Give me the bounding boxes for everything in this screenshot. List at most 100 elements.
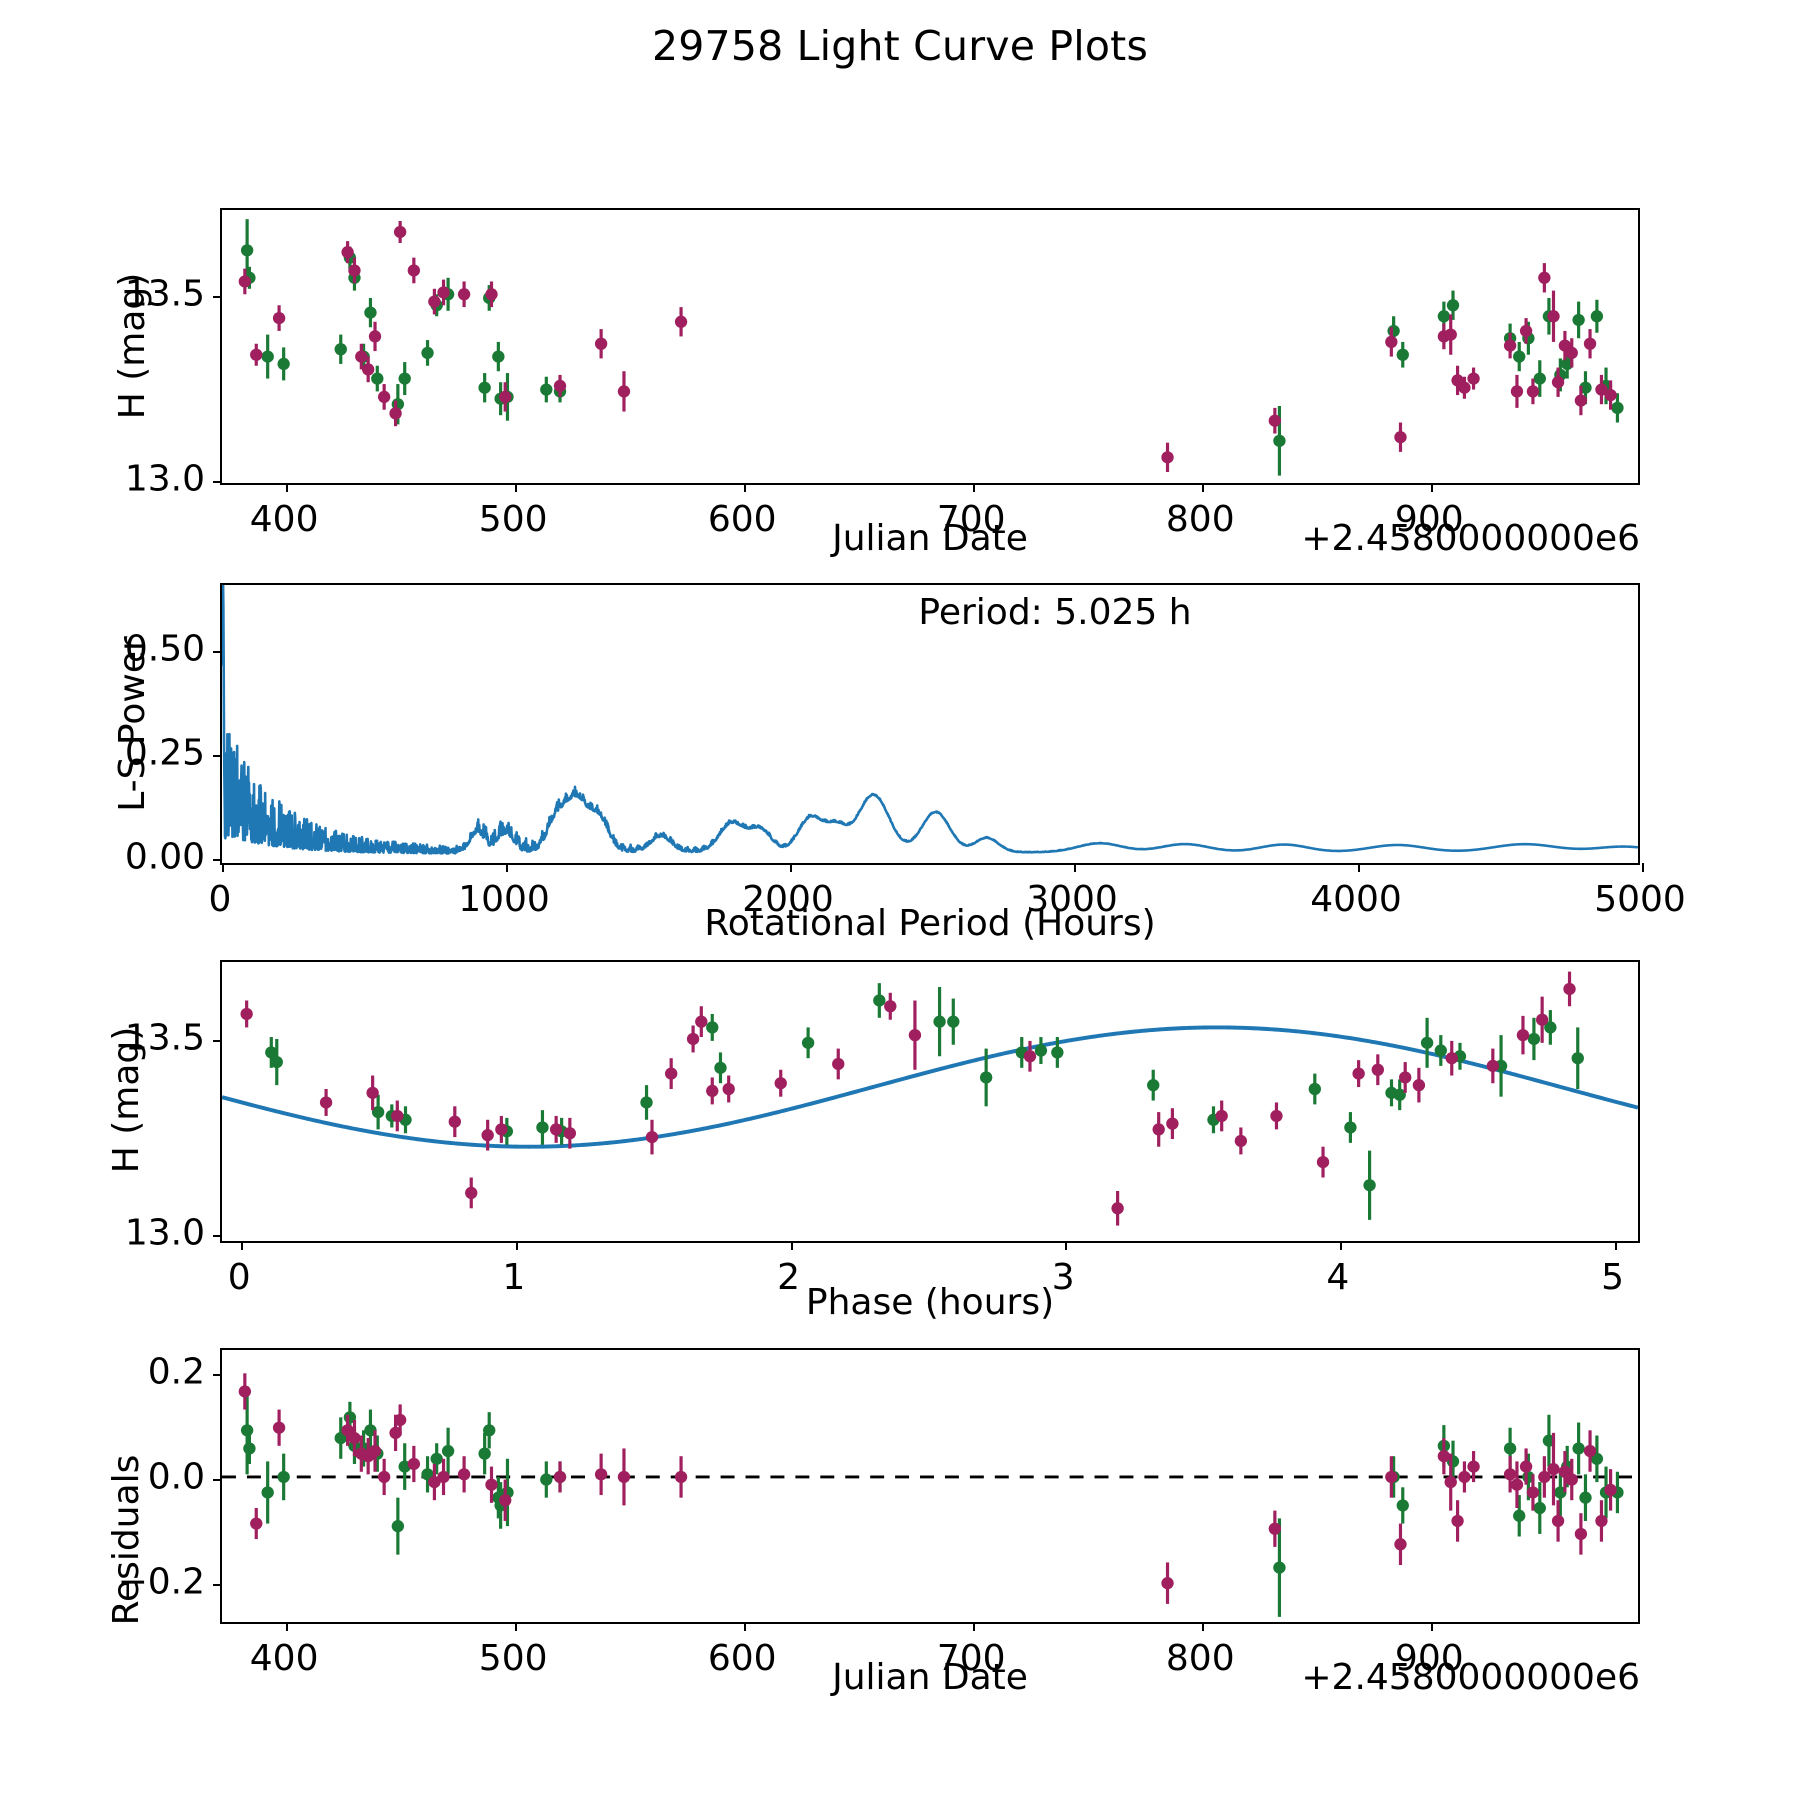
data-point bbox=[722, 1082, 735, 1096]
data-point bbox=[536, 1121, 549, 1134]
data-point bbox=[1571, 1052, 1584, 1065]
x-tick-mark bbox=[1065, 1241, 1068, 1250]
data-point bbox=[979, 1071, 993, 1084]
x-tick-mark bbox=[1202, 483, 1205, 492]
data-point bbox=[947, 1015, 960, 1028]
x-tick-label: 600 bbox=[707, 1638, 777, 1679]
y-tick-mark bbox=[213, 1373, 222, 1376]
data-point bbox=[441, 1444, 455, 1458]
data-point bbox=[261, 1486, 274, 1499]
data-point bbox=[1437, 1450, 1451, 1463]
data-point bbox=[1503, 1468, 1517, 1481]
data-point bbox=[1513, 1509, 1526, 1522]
data-point bbox=[908, 1029, 922, 1042]
lightcurve-plot-area bbox=[238, 219, 1624, 476]
data-point bbox=[1513, 350, 1526, 363]
data-point bbox=[540, 383, 553, 396]
x-tick-label: 2000 bbox=[742, 879, 834, 920]
y-tick-label: 13.0 bbox=[124, 1212, 205, 1254]
x-tick-label: 5 bbox=[1601, 1257, 1624, 1298]
x-tick-mark bbox=[515, 1241, 518, 1250]
data-point bbox=[1166, 1117, 1179, 1130]
data-point bbox=[377, 1470, 391, 1484]
data-point bbox=[1572, 1442, 1585, 1455]
data-point bbox=[250, 348, 263, 361]
y-tick-label: 13.5 bbox=[124, 273, 205, 315]
y-tick-label: 0.50 bbox=[124, 628, 205, 670]
data-point bbox=[1572, 313, 1585, 327]
data-point bbox=[1268, 1522, 1282, 1535]
data-point bbox=[371, 1105, 385, 1119]
phase-folded-axes bbox=[213, 960, 1640, 1250]
data-point bbox=[481, 1129, 494, 1142]
y-tick-mark bbox=[213, 1235, 222, 1238]
data-point bbox=[1458, 381, 1471, 394]
data-point bbox=[1526, 1486, 1540, 1499]
data-point bbox=[1503, 1442, 1517, 1455]
series-green bbox=[240, 1386, 1624, 1617]
data-point bbox=[243, 1442, 256, 1455]
data-point bbox=[1516, 1029, 1530, 1042]
data-point bbox=[1551, 376, 1565, 389]
data-point bbox=[594, 337, 608, 350]
data-point bbox=[348, 1431, 361, 1445]
data-point bbox=[391, 1520, 405, 1533]
data-point bbox=[1533, 372, 1546, 385]
data-point bbox=[1437, 310, 1451, 323]
data-point bbox=[272, 1421, 286, 1434]
data-point bbox=[492, 350, 505, 363]
y-tick-mark bbox=[213, 858, 222, 861]
x-tick-mark bbox=[790, 1241, 793, 1250]
x-tick-mark bbox=[1074, 863, 1076, 872]
data-point bbox=[341, 246, 354, 259]
data-point bbox=[407, 264, 421, 277]
data-point bbox=[1393, 1088, 1406, 1101]
data-point bbox=[1579, 1491, 1592, 1504]
data-point bbox=[1544, 1021, 1557, 1034]
data-point bbox=[1583, 337, 1597, 350]
data-point bbox=[1385, 1470, 1398, 1484]
data-point bbox=[1412, 1079, 1426, 1092]
residuals-x-offset-text: +2.4580000000e6 bbox=[1301, 1657, 1640, 1698]
x-tick-label: 700 bbox=[936, 499, 1006, 540]
series-green bbox=[265, 983, 1584, 1220]
x-tick-mark bbox=[790, 863, 792, 872]
data-point bbox=[617, 1470, 631, 1484]
lightcurve-x-offset-text: +2.4580000000e6 bbox=[1301, 518, 1640, 559]
data-point bbox=[1604, 1483, 1617, 1496]
x-tick-mark bbox=[1614, 1241, 1617, 1250]
data-point bbox=[437, 286, 450, 299]
x-tick-label: 4000 bbox=[1310, 879, 1402, 920]
x-tick-mark bbox=[1339, 1241, 1342, 1250]
data-point bbox=[240, 1007, 253, 1021]
x-tick-label: 900 bbox=[1394, 499, 1464, 540]
data-point bbox=[801, 1036, 815, 1049]
sinusoid-fit-curve bbox=[222, 1025, 1638, 1149]
data-point bbox=[368, 330, 382, 343]
series-magenta bbox=[238, 1373, 1617, 1604]
data-point bbox=[1161, 451, 1174, 464]
data-point bbox=[485, 288, 498, 301]
residuals-axes bbox=[213, 1348, 1640, 1631]
data-point bbox=[1444, 328, 1457, 341]
x-tick-mark bbox=[1431, 1622, 1434, 1631]
x-tick-mark bbox=[1431, 483, 1434, 492]
y-tick-mark bbox=[213, 755, 222, 758]
data-point bbox=[361, 363, 375, 376]
data-point bbox=[240, 244, 254, 257]
data-point bbox=[334, 343, 347, 356]
data-point bbox=[1396, 348, 1409, 361]
data-point bbox=[421, 346, 434, 360]
data-point bbox=[1316, 1155, 1330, 1169]
x-tick-mark bbox=[1642, 863, 1644, 872]
data-point bbox=[366, 1086, 379, 1099]
residuals-xlabel: Julian Date bbox=[832, 1657, 1028, 1698]
x-tick-mark bbox=[506, 863, 508, 872]
periodogram-axes bbox=[213, 583, 1644, 872]
data-point bbox=[250, 1517, 263, 1530]
data-point bbox=[640, 1096, 653, 1109]
data-point bbox=[1446, 299, 1460, 312]
x-tick-label: 600 bbox=[707, 499, 777, 540]
data-point bbox=[355, 350, 368, 363]
data-point bbox=[430, 1452, 443, 1465]
